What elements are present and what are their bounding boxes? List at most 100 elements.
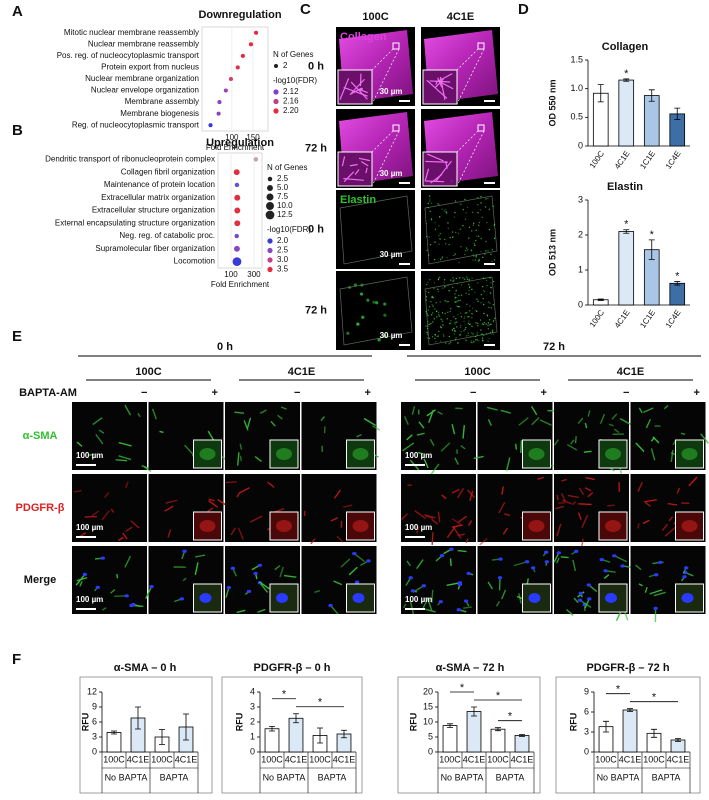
cell	[529, 520, 545, 532]
cell-process	[561, 557, 569, 558]
significance-star: *	[460, 682, 465, 694]
speckle	[465, 327, 466, 328]
speckle	[489, 319, 490, 320]
scale-bar-label: 100 µm	[405, 451, 432, 460]
x-tick-label: 100C	[151, 754, 173, 764]
speckle	[488, 328, 489, 329]
dot	[234, 234, 238, 238]
speckle	[439, 238, 440, 239]
speckle	[426, 236, 427, 237]
speckle	[447, 312, 448, 313]
speckle	[473, 224, 474, 225]
speckle	[483, 324, 484, 325]
x-tick-label: 4C1E	[175, 754, 198, 764]
micrograph: 100 µm	[401, 402, 476, 474]
speckle	[478, 260, 479, 261]
speckle	[477, 325, 478, 326]
speckle	[462, 225, 463, 226]
chart-title: Upregulation	[206, 137, 274, 149]
dot	[254, 31, 258, 35]
speckle	[438, 225, 439, 226]
x-tick-label: 1C4E	[664, 308, 683, 330]
legend-title: N of Genes	[273, 50, 313, 59]
speckle	[469, 227, 470, 228]
speckle	[486, 314, 487, 315]
speckle	[487, 198, 488, 199]
speckle	[455, 290, 456, 291]
bar	[289, 718, 303, 752]
speckle	[444, 279, 445, 280]
speckle	[478, 236, 479, 237]
speckle	[445, 243, 446, 244]
speckle	[492, 249, 493, 250]
category-label: Membrane biogenesis	[120, 109, 199, 118]
bar	[491, 729, 505, 752]
speckle	[480, 251, 481, 252]
speckle	[494, 238, 495, 239]
cell	[605, 520, 621, 532]
fiber	[426, 181, 444, 182]
speckle	[459, 203, 460, 204]
nucleus	[258, 564, 262, 567]
speckle	[483, 278, 484, 279]
speckle	[487, 341, 488, 342]
x-tick-label: 300	[247, 270, 261, 279]
speckle	[472, 254, 473, 255]
bar	[265, 729, 279, 752]
bar	[515, 736, 529, 753]
micrograph: 30 µm	[336, 271, 415, 350]
speckle	[471, 342, 472, 343]
speckle	[483, 304, 484, 305]
legend-size-dot	[266, 193, 273, 200]
micrograph	[225, 402, 300, 470]
speckle	[468, 284, 469, 285]
speckle	[360, 292, 363, 295]
legend-size-dot	[266, 202, 274, 210]
speckle	[476, 235, 477, 236]
speckle	[479, 222, 480, 223]
speckle	[439, 277, 440, 278]
cell-process	[576, 436, 577, 443]
speckle	[425, 311, 426, 312]
speckle	[471, 250, 472, 251]
nucleus	[253, 572, 257, 575]
speckle	[472, 308, 473, 309]
bar	[619, 80, 634, 146]
speckle	[480, 209, 481, 210]
row-label: Merge	[24, 574, 56, 586]
speckle	[493, 304, 494, 305]
speckle	[471, 278, 472, 279]
speckle	[474, 243, 475, 244]
sign: −	[470, 387, 476, 399]
speckle	[482, 337, 483, 338]
legend-label: 3.0	[277, 255, 289, 264]
speckle	[346, 332, 349, 335]
speckle	[476, 298, 477, 299]
x-tick-label: 4C1E	[667, 754, 690, 764]
speckle	[429, 195, 430, 196]
dot	[234, 208, 240, 214]
speckle	[475, 336, 476, 337]
timepoint-label: 72 h	[543, 341, 565, 353]
legend-color-dot	[273, 99, 278, 104]
speckle	[471, 317, 472, 318]
group-label: 100C	[135, 366, 161, 378]
speckle	[442, 312, 443, 313]
nucleus	[458, 583, 462, 586]
micrograph	[478, 546, 553, 614]
legend-label: 2.12	[283, 87, 299, 96]
nucleus	[96, 586, 100, 589]
x-tick-label: 100C	[309, 754, 331, 764]
y-tick-label: 0	[578, 299, 583, 309]
speckle	[442, 256, 443, 257]
significance-star: *	[624, 219, 629, 231]
nucleus	[498, 557, 502, 560]
micrograph: 100 µm	[72, 474, 147, 542]
speckle	[452, 329, 453, 330]
speckle	[486, 280, 487, 281]
stain-label: Collagen	[340, 31, 387, 43]
dot	[249, 42, 253, 46]
sign: +	[212, 387, 218, 399]
speckle	[440, 340, 441, 341]
speckle	[460, 300, 461, 301]
